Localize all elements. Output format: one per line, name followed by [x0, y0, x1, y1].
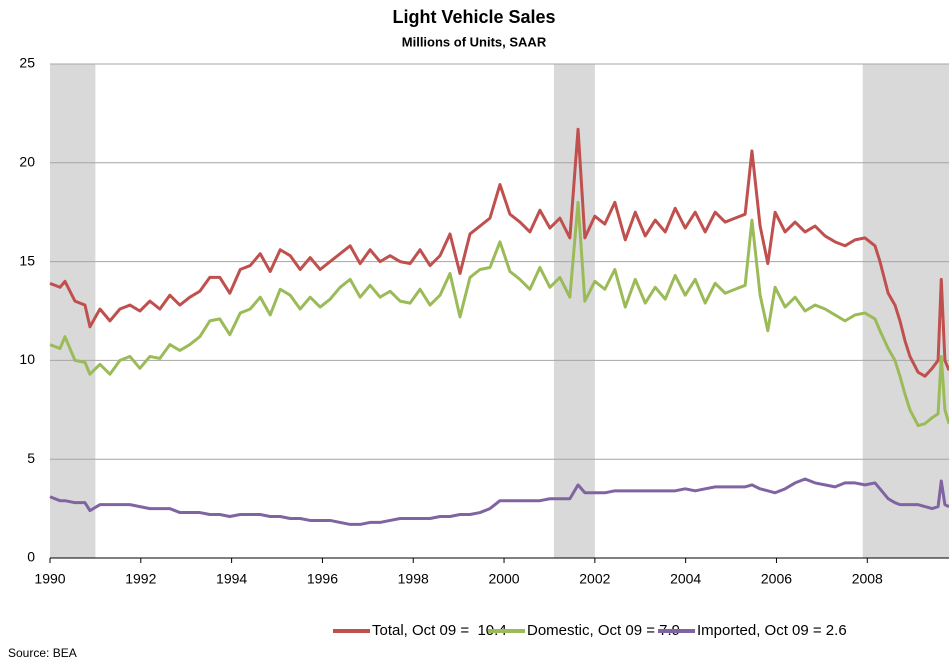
- legend: Total, Oct 09 = 10.4 Domestic, Oct 09 = 7…: [333, 622, 847, 639]
- x-tick-label: 1990: [34, 571, 65, 587]
- x-tick-label: 2004: [670, 571, 701, 587]
- x-tick-label: 1992: [125, 571, 156, 587]
- shading-layer: [50, 64, 949, 558]
- series-line: [49, 200, 949, 428]
- series-line: [49, 477, 949, 526]
- x-tick-label: 1994: [216, 571, 247, 587]
- shaded-range: [862, 64, 949, 558]
- legend-label: Total, Oct 09 = 10.4: [372, 622, 507, 639]
- y-tick-label: 10: [19, 351, 35, 367]
- x-tick-label: 2002: [579, 571, 610, 587]
- x-tick-label: 2000: [488, 571, 519, 587]
- shaded-range: [50, 64, 96, 558]
- shaded-range: [553, 64, 595, 558]
- y-tick-label: 0: [27, 549, 35, 565]
- legend-label: Imported, Oct 09 = 2.6: [697, 622, 847, 639]
- x-tick-label: 1998: [398, 571, 429, 587]
- x-tick-label: 2006: [761, 571, 792, 587]
- chart-subtitle: Millions of Units, SAAR: [402, 34, 547, 49]
- y-tick-label: 5: [27, 450, 35, 466]
- chart-title: Light Vehicle Sales: [392, 7, 555, 27]
- source-note: Source: BEA: [8, 646, 77, 660]
- x-tick-label: 1996: [307, 571, 338, 587]
- x-tick-label: 2008: [852, 571, 883, 587]
- legend-label: Domestic, Oct 09 = 7.9: [527, 622, 680, 639]
- axis-layer: 0 5 10 15 20 25 1990 1992 1994 1996 1998 2000 2002 20…: [19, 55, 949, 587]
- series-layer: [49, 127, 949, 526]
- y-tick-label: 20: [19, 154, 35, 170]
- y-tick-label: 15: [19, 252, 35, 268]
- series-line: [49, 127, 949, 378]
- grid-layer: [50, 63, 949, 460]
- y-tick-label: 25: [19, 55, 35, 71]
